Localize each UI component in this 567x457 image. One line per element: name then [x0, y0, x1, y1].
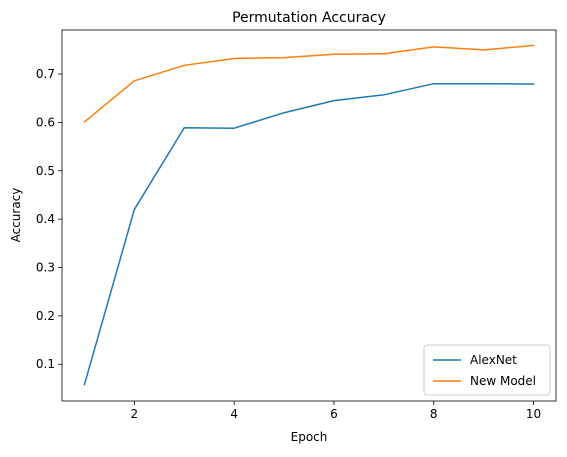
x-axis-label: Epoch [291, 430, 328, 444]
y-tick-label: 0.2 [36, 309, 55, 323]
y-tick-label: 0.4 [36, 212, 55, 226]
y-tick-label: 0.6 [36, 115, 55, 129]
x-tick-label: 6 [330, 407, 338, 421]
y-tick-label: 0.5 [36, 164, 55, 178]
x-tick-label: 2 [131, 407, 139, 421]
y-axis-label: Accuracy [9, 188, 23, 243]
x-tick-label: 4 [230, 407, 238, 421]
legend-label: AlexNet [470, 353, 517, 367]
plot-frame [61, 29, 557, 402]
legend-label: New Model [470, 374, 536, 388]
x-tick-label: 8 [430, 407, 438, 421]
series-line-alexnet [83, 82, 535, 386]
x-tick-label: 10 [526, 407, 541, 421]
series-lines [83, 44, 535, 386]
y-tick-label: 0.7 [36, 67, 55, 81]
y-tick-label: 0.3 [36, 260, 55, 274]
axis-ticks: 2 4 6 8 10 0.1 0.2 0.3 0.4 0.5 0.6 0.7 [36, 67, 541, 421]
series-line-new-model [83, 44, 535, 123]
legend-box [423, 344, 551, 396]
chart-title: Permutation Accuracy [232, 10, 386, 26]
y-tick-label: 0.1 [36, 357, 55, 371]
legend: AlexNet New Model [423, 344, 551, 396]
